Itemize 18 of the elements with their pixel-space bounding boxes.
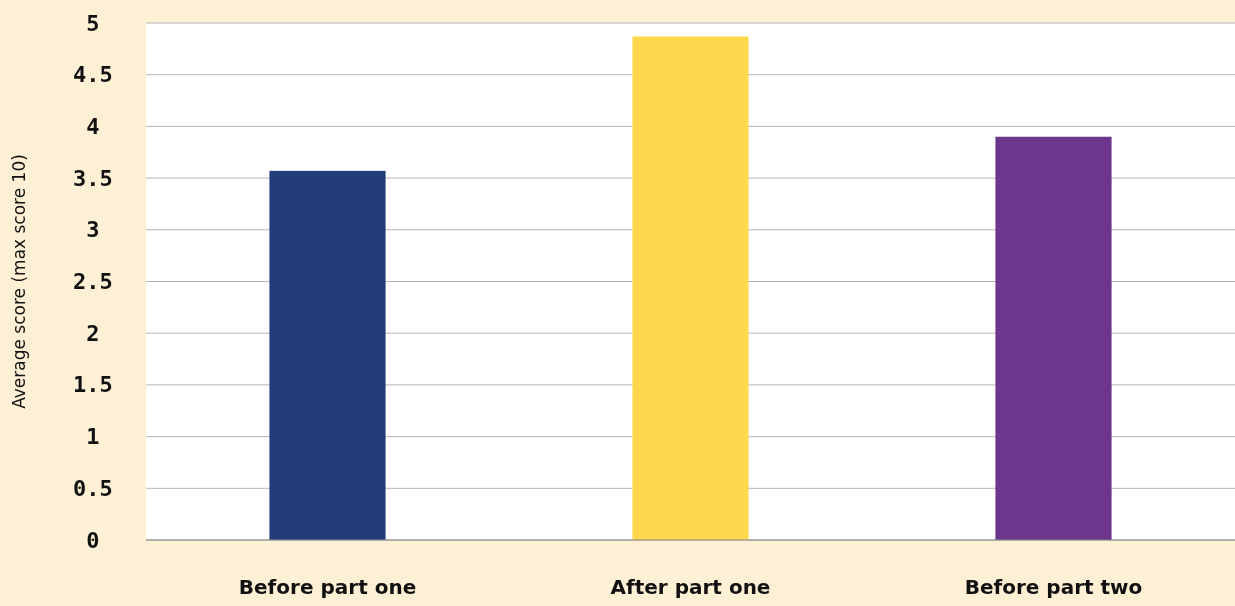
- bar: [995, 136, 1112, 540]
- bar: [269, 170, 386, 540]
- y-tick-label: 0.5: [72, 475, 113, 501]
- x-tick-label: Before part two: [964, 575, 1143, 600]
- y-tick-label: 2.5: [72, 269, 113, 295]
- y-tick-label: 3.5: [72, 165, 113, 191]
- y-tick-label: 0: [86, 527, 100, 553]
- bar: [632, 36, 749, 540]
- y-tick-label: 3: [86, 217, 100, 243]
- y-tick-label: 1.5: [72, 372, 113, 398]
- y-tick-label: 4: [86, 113, 100, 139]
- y-tick-label: 5: [86, 10, 100, 36]
- x-tick-label: After part one: [610, 575, 771, 600]
- y-axis-title: Average score (max score 10): [9, 154, 29, 409]
- x-tick-label: Before part one: [238, 575, 417, 600]
- y-tick-label: 4.5: [72, 62, 113, 88]
- y-tick-label: 1: [86, 424, 100, 450]
- y-tick-label: 2: [86, 320, 100, 346]
